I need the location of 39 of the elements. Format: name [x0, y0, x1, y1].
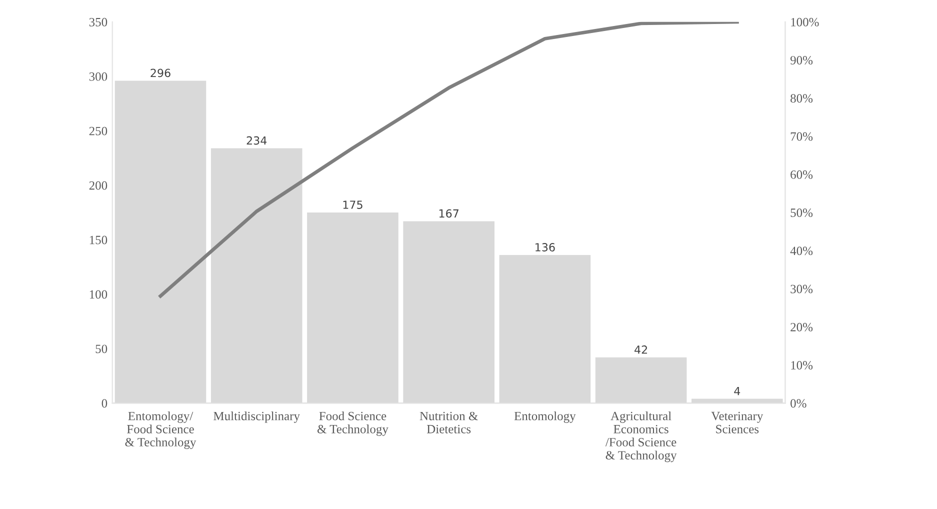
x-tick-label: Nutrition & Dietetics	[420, 412, 478, 434]
y-tick-label: 100	[90, 290, 108, 299]
data-label: 234	[246, 136, 267, 145]
bar	[210, 148, 302, 404]
data-label: 175	[343, 200, 362, 209]
y2-tick-label: 80%	[790, 94, 813, 103]
x-tick-label: Agricultural Economics /Food Science & Technology	[605, 411, 677, 462]
bar	[499, 254, 591, 404]
bar	[403, 221, 494, 404]
y2-tick-label: 50%	[790, 208, 813, 218]
x-tick-label: Entomology/ Food Science & Technology	[125, 411, 196, 450]
y2-tick-label: 30%	[790, 284, 813, 294]
data-label: 167	[439, 209, 458, 218]
x-tick-label: Veterinary Sciences	[711, 412, 764, 434]
y2-tick-label: 0%	[790, 399, 806, 408]
y2-tick-label: 70%	[790, 132, 813, 141]
bar	[114, 80, 206, 404]
y-tick-label: 200	[89, 181, 108, 190]
bar	[595, 357, 687, 404]
x-tick-label: Multidisciplinary	[214, 411, 300, 423]
data-label: 136	[536, 243, 555, 252]
y-tick-label: 150	[90, 236, 108, 244]
x-tick-label: Entomology	[514, 411, 576, 423]
y2-tick-label: 40%	[790, 246, 813, 256]
y2-tick-label: 100%	[791, 18, 819, 26]
bar	[307, 212, 398, 404]
y2-tick-label: 60%	[790, 170, 813, 179]
x-tick-label: Food Science & Technology	[317, 411, 388, 436]
data-label: 4	[734, 386, 740, 396]
data-label: 42	[634, 345, 647, 354]
y2-tick-label: 10%	[791, 361, 813, 370]
y-tick-label: 50	[96, 344, 108, 354]
y-tick-label: 250	[89, 126, 108, 136]
y-tick-label: 300	[89, 72, 108, 81]
y2-tick-label: 20%	[790, 322, 813, 332]
y-tick-label: 350	[89, 18, 108, 26]
y-tick-label: 0	[102, 399, 108, 408]
y2-tick-label: 90%	[790, 56, 813, 65]
data-label: 296	[150, 68, 170, 78]
